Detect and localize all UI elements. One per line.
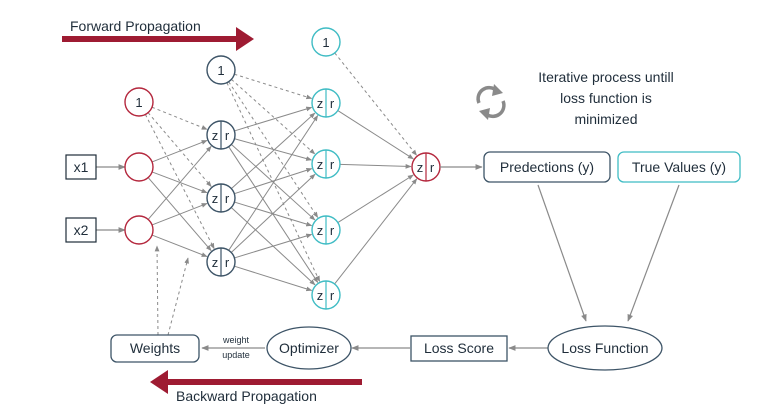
optimizer-ellipse [266, 326, 352, 370]
weights-box [110, 334, 200, 363]
edge-hidden1-hidden2 [234, 233, 313, 259]
neuron-r-label: r [225, 191, 230, 206]
neuron-r-label: r [330, 223, 335, 238]
neuron-z-label: z [317, 288, 324, 303]
weights-feedback-lines [154, 245, 189, 336]
neuron-z-label: z [417, 160, 424, 175]
bias-label: 1 [322, 35, 329, 50]
iterative-text-line1: Iterative process untill [538, 69, 673, 85]
forward-propagation-arrow [62, 27, 254, 51]
weight-update-label-line1: weight [222, 335, 250, 345]
weight-update-label-line2: update [222, 350, 250, 360]
neuron-r-label: r [330, 157, 335, 172]
weights-label: Weights [130, 340, 180, 356]
neuron-z-label: z [317, 223, 324, 238]
backward-propagation-label: Backward Propagation [176, 388, 317, 404]
neuron-z-label: z [212, 128, 219, 143]
iterative-text-line2: loss function is [560, 90, 652, 106]
predictions-to-loss-arrow [537, 184, 587, 322]
bias-label: 1 [135, 95, 142, 110]
edge-hidden1-hidden2 [231, 112, 316, 189]
edge-bias1-hidden1 [151, 106, 208, 130]
edge-bias2-hidden2 [231, 78, 316, 155]
x1-label: x1 [74, 159, 89, 175]
iterative-text-line3: minimized [574, 111, 637, 127]
edge-input-hidden1 [147, 145, 212, 220]
edge-bias2-hidden2 [226, 82, 321, 282]
edge-input-hidden1 [151, 139, 208, 163]
edge-input-hidden1 [151, 202, 208, 226]
edge-hidden1-hidden2 [234, 106, 313, 132]
neuron-z-label: z [212, 255, 219, 270]
edge-bias1-hidden1 [144, 114, 215, 250]
edge-hidden2-output [339, 163, 412, 169]
edge-input-hidden1 [151, 234, 208, 258]
loss-function-label: Loss Function [561, 340, 648, 356]
bias-label: 1 [217, 63, 224, 78]
input-neuron [124, 152, 154, 182]
neuron-r-label: r [225, 128, 230, 143]
true-values-box [617, 151, 741, 183]
edge-hidden1-hidden2 [230, 173, 316, 253]
bias-node-hidden1 [206, 55, 236, 85]
edge-hidden2-output [334, 178, 418, 285]
edge-hidden2-output [337, 174, 414, 223]
x2-input-box [65, 217, 97, 243]
neuron-z-label: z [212, 191, 219, 206]
loss-score-label: Loss Score [424, 340, 494, 356]
neuron-r-label: r [330, 288, 335, 303]
x2-label: x2 [74, 222, 89, 238]
neuron-z-label: z [317, 96, 324, 111]
neuron-r-label: r [330, 96, 335, 111]
edge-hidden1-hidden2 [234, 265, 313, 292]
edge-bias1-hidden1 [147, 112, 212, 188]
refresh-icon [476, 84, 506, 120]
backward-propagation-arrow [150, 370, 362, 394]
input-neuron [124, 215, 154, 245]
edge-bias3-output [334, 52, 418, 156]
true-values-label: True Values (y) [632, 159, 726, 175]
predictions-box [483, 151, 611, 183]
neuron-r-label: r [225, 255, 230, 270]
edge-hidden1-hidden2 [228, 146, 319, 283]
forward-propagation-label: Forward Propagation [70, 18, 201, 34]
neuron-r-label: r [430, 160, 435, 175]
truevalues-to-loss-arrow [627, 184, 680, 322]
x1-input-box [65, 154, 97, 180]
bias-node-input [124, 87, 154, 117]
bias-node-hidden2 [311, 27, 341, 57]
loss-function-ellipse [547, 325, 663, 371]
optimizer-label: Optimizer [279, 340, 339, 356]
predictions-label: Predections (y) [500, 159, 594, 175]
network-connections [96, 52, 418, 292]
edge-bias2-hidden2 [234, 73, 313, 100]
loss-score-box [410, 335, 508, 362]
edge-hidden2-output [337, 110, 414, 160]
neuron-z-label: z [317, 157, 324, 172]
